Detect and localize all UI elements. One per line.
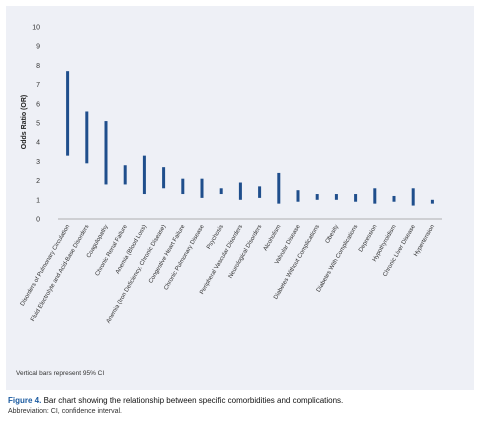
x-tick-label: Obesity (325, 224, 340, 245)
ci-bar (142, 155, 146, 195)
abbreviation-note: Abbreviation: CI, confidence interval. (8, 408, 123, 415)
ci-bar (392, 195, 396, 202)
ci-bar (334, 194, 338, 200)
ci-bar (104, 121, 108, 185)
bars (66, 71, 434, 206)
ci-bar (181, 178, 185, 195)
ci-bar (315, 194, 319, 200)
ci-bar (162, 167, 166, 189)
x-tick-label: Hypertension (413, 224, 436, 258)
ci-bar (296, 190, 300, 202)
figure-caption: Figure 4. Bar chart showing the relation… (8, 396, 472, 406)
y-tick-label: 9 (36, 44, 40, 51)
y-tick-label: 2 (36, 178, 40, 185)
y-axis: 0 1 2 3 4 5 6 7 8 9 10 (32, 25, 40, 224)
y-tick-label: 7 (36, 82, 40, 89)
y-tick-label: 8 (36, 63, 40, 70)
ci-bar (200, 178, 204, 198)
figure-label: Figure 4. (8, 396, 42, 405)
y-tick-label: 5 (36, 121, 40, 128)
x-tick-label: Depression (358, 224, 378, 253)
ci-bar (411, 188, 415, 206)
ci-bar (430, 199, 434, 204)
y-tick-label: 0 (36, 217, 40, 224)
x-tick-label: Psychosis (206, 224, 225, 250)
ci-bar (354, 194, 358, 202)
ci-bar (238, 182, 242, 200)
footnote: Vertical bars represent 95% CI (16, 370, 105, 377)
ci-bar (277, 172, 281, 204)
x-tick-label: Chronic Pulmonary Disease (163, 223, 206, 291)
x-tick-label: Congestive Heart Failure (148, 223, 187, 284)
y-tick-label: 10 (32, 25, 40, 32)
y-tick-label: 3 (36, 159, 40, 166)
y-tick-label: 6 (36, 101, 40, 108)
y-tick-label: 1 (36, 197, 40, 204)
ci-bar (66, 71, 70, 156)
y-axis-label: Odds Ratio (OR) (21, 95, 28, 149)
x-tick-label: Diabetes With Complications (316, 224, 360, 293)
ci-bar (85, 111, 89, 164)
ci-bar (373, 188, 377, 204)
x-axis: Disorders of Pulmonary CirculationFluid … (20, 218, 442, 325)
caption-text: Bar chart showing the relationship betwe… (41, 396, 344, 405)
x-tick-label: Alcoholism (263, 224, 283, 252)
ci-bar (123, 165, 127, 185)
ci-bar (219, 188, 223, 195)
ci-bar (258, 186, 262, 198)
y-tick-label: 4 (36, 140, 40, 147)
